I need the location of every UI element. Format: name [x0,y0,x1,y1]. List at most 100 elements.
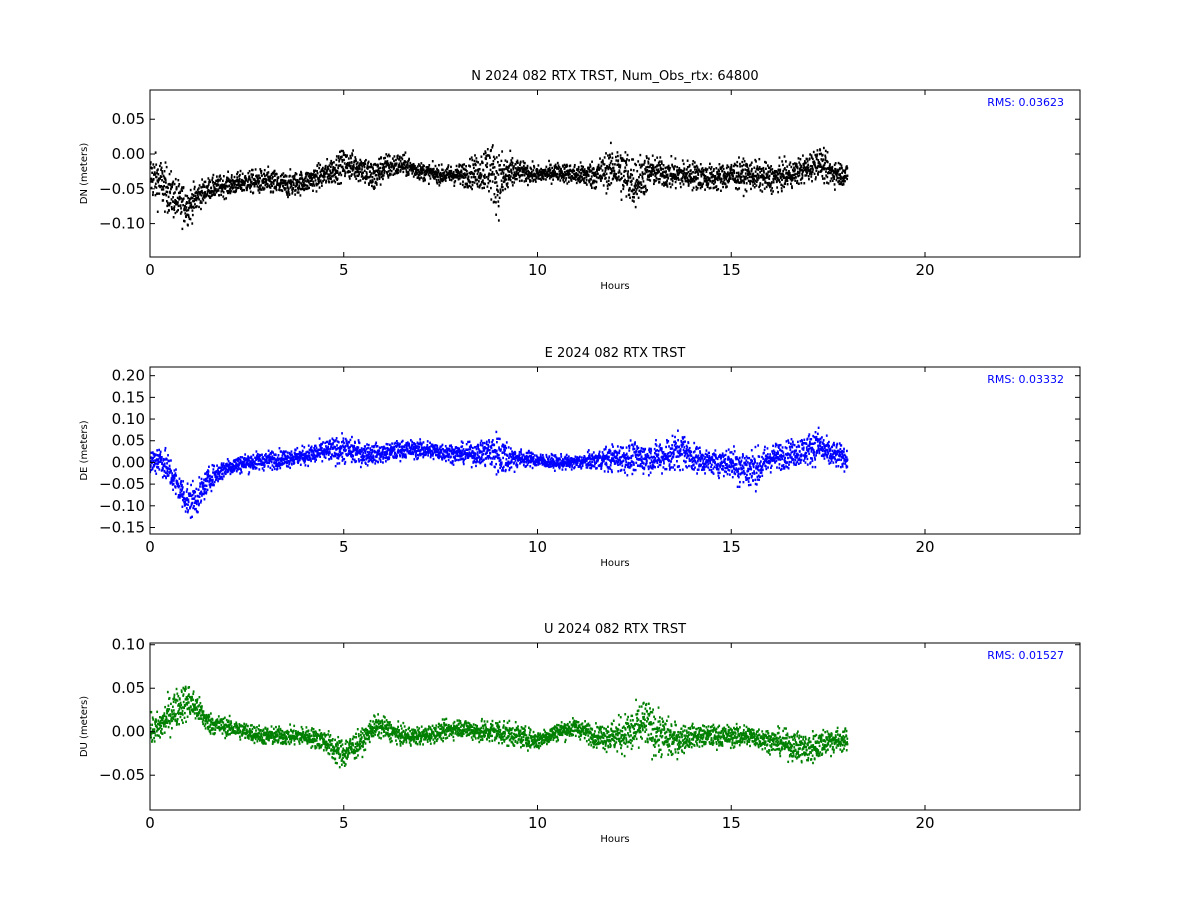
data-point [184,208,187,211]
y-tick-label: −0.05 [99,180,145,198]
data-point [688,174,691,177]
data-point [244,453,247,456]
data-point [618,165,620,168]
data-point [771,181,773,184]
data-point [420,162,423,165]
data-point [304,464,307,467]
data-point [786,179,789,183]
data-point [324,166,327,170]
data-point [829,171,832,175]
data-point [567,176,570,179]
data-point [663,184,665,187]
data-point [277,176,280,179]
data-point [206,488,209,492]
data-point [179,212,182,215]
data-point [315,458,317,462]
data-point [257,177,259,181]
data-point [457,169,460,173]
data-point [191,196,194,200]
data-point [214,188,217,191]
data-point [660,160,663,163]
data-point [185,507,188,510]
data-point [325,171,328,174]
data-point [620,172,623,176]
data-point [180,210,183,214]
data-point [508,176,511,180]
data-point [282,462,284,466]
data-point [404,448,407,452]
data-point [216,183,219,186]
data-point [755,184,758,187]
data-point [737,179,739,182]
data-point [385,160,388,164]
data-point [350,455,353,458]
data-point [815,155,818,158]
data-point [205,477,208,480]
data-point [378,170,381,173]
data-point [725,173,728,176]
data-point [386,163,389,167]
data-point [731,173,734,177]
data-point [721,169,724,173]
data-point [167,203,170,207]
data-point [303,461,306,464]
data-point [225,468,228,471]
data-point [218,466,221,469]
data-point [395,445,398,449]
data-point [684,176,687,179]
data-point [174,486,177,489]
data-point [501,183,503,186]
data-point [186,510,189,514]
data-point [318,177,320,181]
data-point [653,179,656,183]
data-point [375,455,378,459]
data-point [172,479,175,482]
data-point [320,444,322,447]
data-point [341,165,344,169]
data-point [502,189,504,192]
data-point [511,156,514,160]
data-point [245,176,247,180]
data-point [193,187,196,191]
data-point [150,186,153,190]
data-point [685,173,688,177]
data-point [230,176,233,179]
data-point [402,448,405,452]
data-point [498,196,501,200]
data-point [753,182,756,185]
data-point [178,485,181,488]
data-point [618,169,621,172]
data-point [276,178,279,182]
data-point [577,165,580,169]
data-point [378,457,381,460]
data-point [342,458,344,461]
data-point [364,160,366,163]
data-point [360,455,363,459]
data-point [521,173,524,177]
data-point [826,175,829,179]
data-point [299,454,301,457]
data-point [310,450,313,453]
data-point [695,164,698,168]
data-point [183,220,186,223]
data-point [285,175,288,178]
data-point [302,453,305,457]
data-point [484,164,487,167]
data-point [407,166,409,169]
data-point [382,457,385,460]
data-point [722,173,725,176]
data-point [585,176,588,179]
data-point [601,169,604,172]
data-point [338,173,340,176]
data-point [500,185,503,189]
data-point [623,169,626,173]
data-point [250,456,253,459]
data-point [479,183,482,186]
data-point [652,173,655,176]
data-point [415,166,418,170]
data-point [290,180,293,183]
data-point [254,462,257,466]
data-point [288,456,290,459]
data-point [693,176,696,179]
data-point [341,444,344,447]
